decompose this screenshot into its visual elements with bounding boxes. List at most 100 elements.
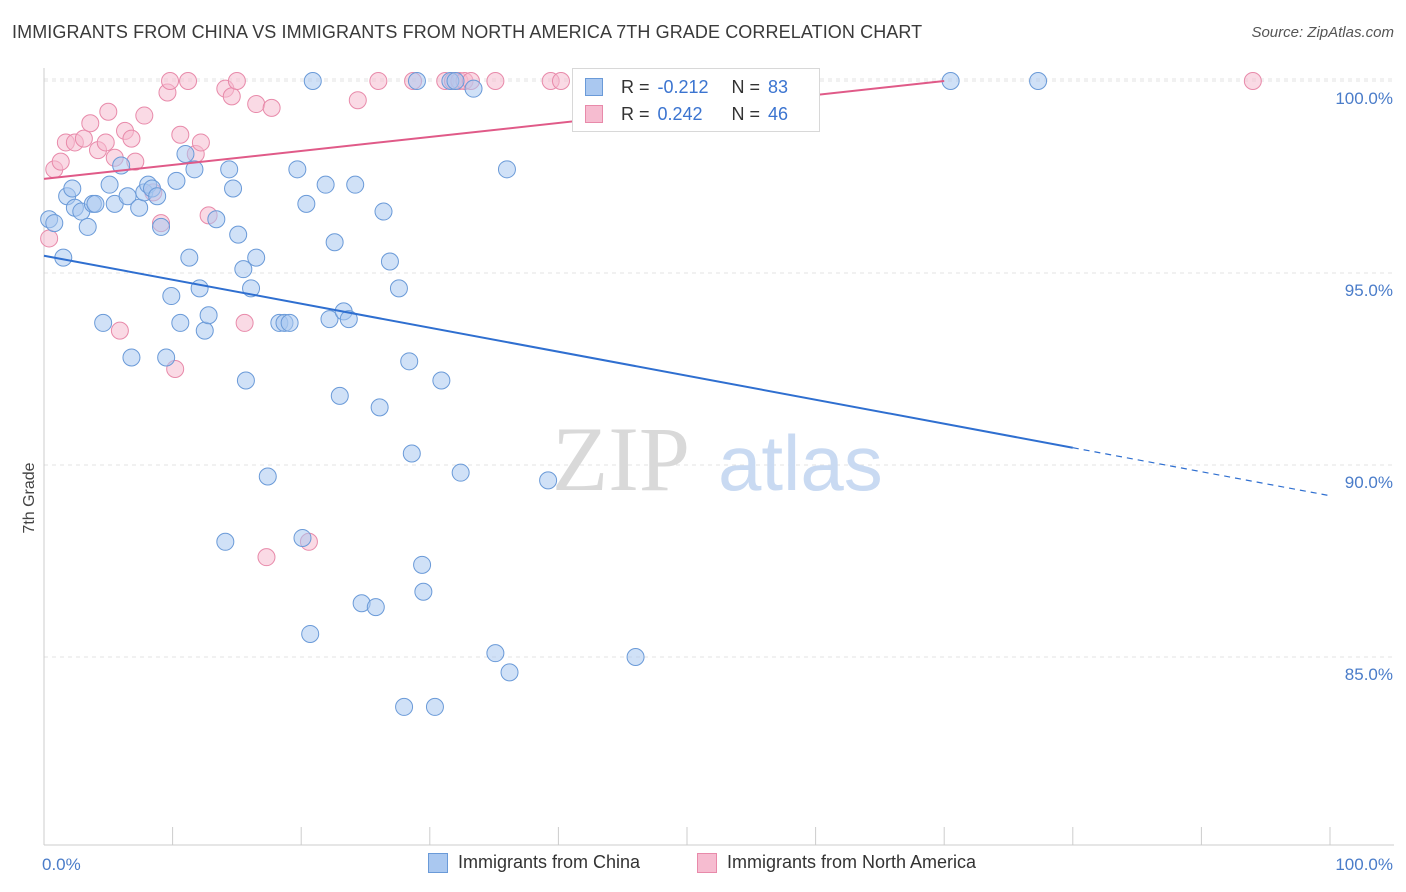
data-point-north-america	[171, 125, 190, 144]
y-tick-label: 85.0%	[1345, 665, 1393, 684]
data-point-china	[78, 217, 97, 236]
legend-n-label: N =	[731, 76, 761, 97]
data-point-north-america	[81, 114, 100, 133]
data-point-north-america	[247, 95, 266, 114]
legend-row-china: R = -0.212 N = 83	[585, 75, 788, 99]
x-tick-label-min: 0.0%	[42, 855, 81, 874]
data-point-china	[1029, 72, 1048, 90]
source-label: Source: ZipAtlas.com	[1251, 24, 1394, 41]
data-point-china	[167, 171, 186, 190]
data-point-china	[941, 72, 960, 90]
data-point-china	[320, 310, 339, 329]
axes: 85.0% 90.0% 95.0% 100.0%	[43, 68, 1394, 846]
bottom-legend-swatch-china	[428, 852, 448, 873]
data-point-china	[414, 582, 433, 601]
y-tick-label: 95.0%	[1345, 281, 1393, 300]
data-point-china	[288, 160, 307, 179]
bottom-legend: Immigrants from China Immigrants from No…	[0, 852, 1406, 878]
chart-title: IMMIGRANTS FROM CHINA VS IMMIGRANTS FROM…	[12, 22, 923, 42]
x-tick-label-max: 100.0%	[1335, 855, 1393, 874]
legend-n-label: N =	[731, 103, 761, 124]
data-point-china	[486, 644, 505, 663]
data-point-north-america	[369, 72, 388, 90]
data-point-china	[451, 463, 470, 482]
data-point-china	[171, 313, 190, 332]
bottom-legend-china[interactable]: Immigrants from China	[428, 852, 640, 873]
data-point-china	[407, 72, 426, 90]
data-point-china	[395, 697, 414, 716]
data-point-north-america	[551, 72, 570, 90]
data-point-north-america	[74, 129, 93, 148]
data-point-china	[464, 79, 483, 98]
data-point-china	[380, 252, 399, 271]
data-point-north-america	[235, 313, 254, 332]
data-point-china	[400, 352, 419, 371]
data-point-north-america	[99, 102, 118, 121]
legend-row-north-america: R = 0.242 N = 46	[585, 102, 788, 126]
data-point-china	[199, 306, 218, 325]
trend-line-china	[43, 254, 1073, 449]
data-point-china	[185, 160, 204, 179]
data-point-china	[297, 194, 316, 213]
data-point-china	[626, 648, 645, 666]
data-point-china	[446, 72, 465, 90]
legend-r-value-north-america: 0.242	[657, 103, 703, 124]
data-point-north-america	[262, 98, 281, 117]
data-point-north-america	[96, 133, 115, 152]
watermark-atlas: atlas	[718, 419, 883, 507]
y-axis-label: 7th Grade	[21, 462, 38, 533]
data-point-china	[258, 467, 277, 486]
data-point-china	[539, 471, 558, 490]
data-point-china	[425, 697, 444, 716]
data-point-china	[122, 348, 141, 367]
data-point-north-america	[135, 106, 154, 125]
data-point-north-america	[161, 72, 180, 90]
data-point-china	[234, 260, 253, 279]
data-point-china	[224, 179, 243, 198]
data-point-china	[195, 321, 214, 340]
data-point-north-america	[40, 229, 59, 248]
data-point-north-america	[486, 72, 505, 90]
data-point-china	[216, 532, 235, 551]
data-point-china	[432, 371, 451, 390]
data-point-china	[148, 187, 167, 206]
data-point-china	[86, 194, 105, 213]
data-point-north-america	[227, 72, 246, 90]
data-point-china	[45, 214, 64, 233]
data-point-china	[316, 175, 335, 194]
data-point-north-america	[222, 87, 241, 106]
legend-swatch-north-america	[585, 105, 603, 123]
data-point-china	[236, 371, 255, 390]
data-point-china	[190, 279, 209, 298]
legend-r-label: R =	[621, 103, 650, 124]
data-point-china	[152, 217, 171, 236]
data-point-china	[374, 202, 393, 221]
data-point-china	[346, 175, 365, 194]
data-point-china	[157, 348, 176, 367]
data-point-china	[176, 144, 195, 163]
data-point-china	[370, 398, 389, 417]
trend-line-china-extension	[1072, 447, 1331, 497]
data-point-china	[280, 313, 299, 332]
data-point-north-america	[110, 321, 129, 340]
bottom-legend-label-north-america: Immigrants from North America	[727, 852, 977, 872]
y-tick-label: 100.0%	[1335, 89, 1393, 108]
data-point-china	[63, 179, 82, 198]
data-point-china	[325, 233, 344, 252]
data-point-china	[413, 555, 432, 574]
legend-r-value-china: -0.212	[657, 76, 709, 97]
bottom-legend-north-america[interactable]: Immigrants from North America	[697, 852, 976, 873]
data-point-north-america	[257, 548, 276, 567]
data-point-china	[207, 210, 226, 229]
watermark: ZIP atlas	[552, 408, 883, 510]
data-point-north-america	[51, 152, 70, 171]
data-point-china	[330, 386, 349, 405]
data-point-china	[180, 248, 199, 267]
data-point-china	[301, 624, 320, 643]
data-point-north-america	[348, 91, 367, 110]
data-point-china	[247, 248, 266, 267]
bottom-legend-label-china: Immigrants from China	[458, 852, 641, 872]
legend-swatch-china	[585, 78, 603, 96]
data-point-china	[303, 72, 322, 90]
